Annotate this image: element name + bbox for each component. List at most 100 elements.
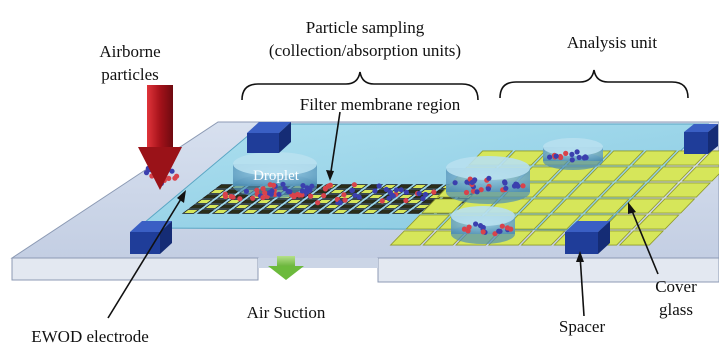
analysis-electrode-cell	[520, 230, 566, 246]
particle	[299, 192, 305, 198]
filter-electrode-cell	[316, 209, 335, 214]
particle	[547, 154, 553, 160]
analysis-electrode-cell	[583, 166, 629, 182]
particle	[222, 193, 229, 200]
droplet-analysis-1	[446, 156, 530, 204]
filter-electrode-cell	[308, 204, 327, 209]
filter-electrode-cell	[300, 199, 319, 204]
particle	[300, 183, 306, 189]
filter-electrode-cell	[328, 189, 347, 194]
filter-electrode-cell	[410, 184, 429, 189]
air-suction-label: Air Suction	[247, 303, 326, 322]
particle	[321, 193, 327, 199]
particle	[315, 200, 321, 206]
particle	[308, 193, 314, 199]
analysis-electrode-cell	[584, 198, 630, 214]
analysis-electrode-cell	[650, 198, 696, 214]
filter-electrode-cell	[425, 184, 444, 189]
particle	[474, 189, 480, 195]
particle	[254, 187, 260, 193]
particle	[478, 187, 484, 193]
airborne-arrow	[138, 85, 182, 190]
spacer-front-right	[565, 221, 610, 254]
particle	[403, 197, 409, 204]
particle	[513, 181, 519, 187]
filter-electrode-cell	[286, 209, 305, 214]
particle	[466, 224, 472, 230]
particle	[327, 182, 333, 188]
analysis-electrode-cell	[405, 214, 451, 230]
air-suction-arrow	[268, 256, 304, 280]
particle	[341, 192, 347, 198]
particle	[260, 186, 266, 192]
filter-electrode-cell	[338, 204, 357, 209]
filter-electrode-cell	[208, 189, 227, 194]
particle	[262, 190, 268, 196]
filter-electrode-cell	[201, 194, 220, 199]
analysis-electrode-cell	[665, 182, 712, 198]
filter-membrane-label: Filter membrane region	[300, 95, 461, 114]
particle	[386, 195, 392, 201]
filter-electrode-cell	[278, 204, 297, 209]
filter-electrode-cell	[353, 204, 372, 209]
spacer-back-right	[684, 124, 718, 154]
particle	[309, 183, 315, 189]
filter-electrode-cell	[271, 209, 290, 214]
particle	[508, 226, 514, 232]
analysis-electrode-cell	[681, 166, 719, 182]
particle	[280, 181, 286, 187]
analysis-electrode-cell	[551, 198, 598, 214]
filter-electrode-cell	[203, 204, 222, 209]
particle	[260, 195, 266, 201]
particle	[463, 189, 470, 196]
filter-electrode-cell	[345, 199, 364, 204]
particle	[569, 157, 575, 163]
spacers	[130, 122, 718, 254]
particle-sampling-label-line1: Particle sampling	[306, 18, 425, 37]
analysis-electrode-cell	[389, 230, 435, 246]
filter-electrode-cell	[293, 204, 312, 209]
particle	[250, 195, 256, 201]
filter-electrode-cell	[360, 199, 379, 204]
particle	[431, 189, 437, 195]
particle-sampling-label-line2: (collection/absorption units)	[269, 41, 461, 60]
analysis-electrode-cell	[519, 198, 565, 214]
filter-electrode-cell	[398, 204, 417, 209]
particle	[230, 194, 236, 200]
filter-electrode-cell	[241, 209, 260, 214]
filter-electrode-cell	[331, 209, 350, 214]
particle	[292, 193, 298, 199]
particle	[322, 185, 329, 191]
particle	[352, 192, 358, 198]
particle	[398, 187, 404, 193]
filter-electrode-cell	[226, 209, 245, 214]
particle	[356, 194, 362, 200]
analysis-electrode-cell	[598, 150, 645, 166]
filter-electrode-cell	[270, 199, 289, 204]
filter-electrode-cell	[263, 204, 282, 209]
particle	[563, 150, 569, 156]
filter-electrode-cell	[218, 204, 237, 209]
filter-electrode-cell	[376, 209, 395, 214]
particle	[497, 228, 503, 234]
particle	[351, 182, 357, 188]
particle	[420, 196, 426, 202]
filter-electrode-cell	[391, 209, 410, 214]
filter-electrode-cell	[210, 199, 229, 204]
filter-electrode-cell	[383, 204, 402, 209]
particle	[383, 186, 389, 192]
substrate-left-side	[11, 257, 259, 281]
particle	[472, 177, 478, 183]
particle	[422, 191, 429, 198]
analysis-unit-label: Analysis unit	[567, 33, 657, 52]
particles	[143, 149, 589, 237]
spacer-label: Spacer	[559, 317, 606, 336]
filter-electrode-cell	[256, 209, 275, 214]
particle	[379, 198, 385, 204]
filter-electrode-cell	[321, 194, 340, 199]
filter-electrode-cell	[181, 209, 200, 214]
analysis-electrode-cell	[631, 150, 677, 166]
sampling-brace	[241, 71, 479, 101]
particle	[376, 183, 382, 189]
